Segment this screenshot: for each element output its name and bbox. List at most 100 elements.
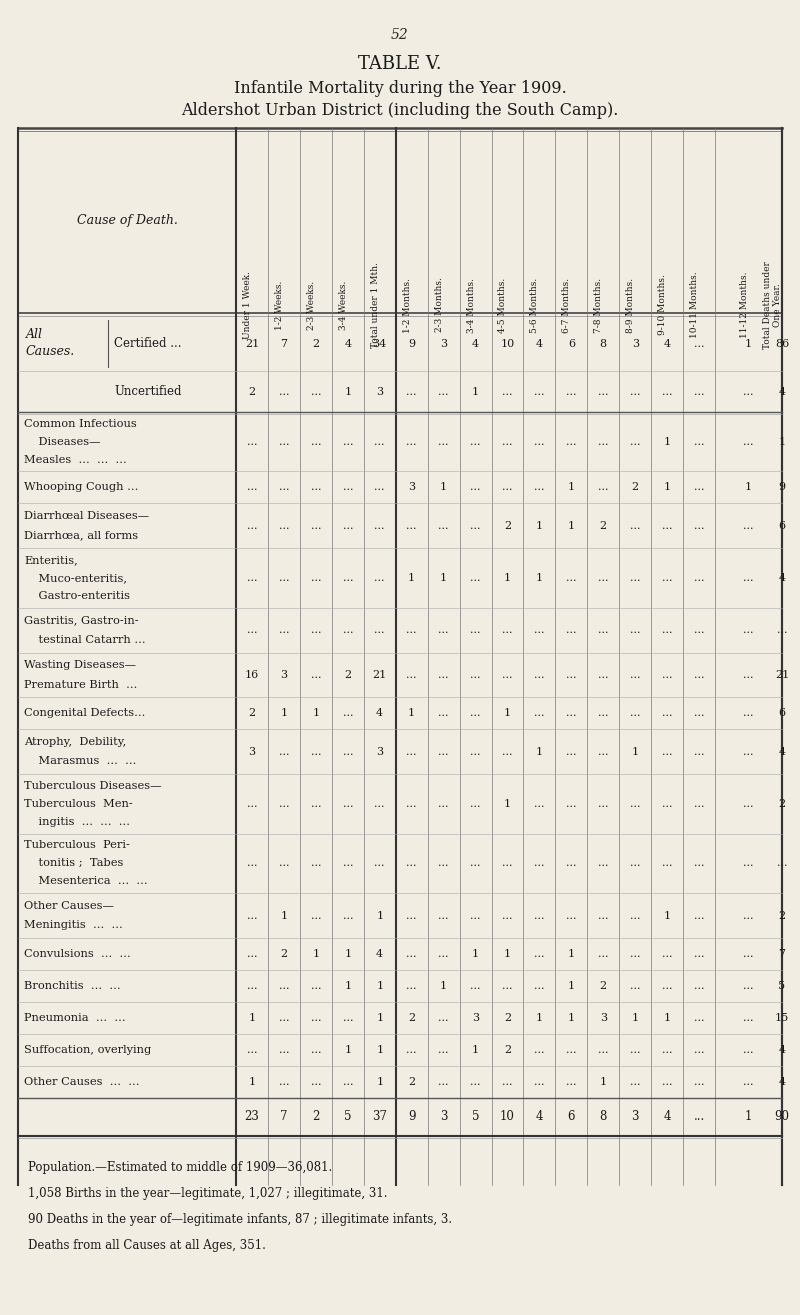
Text: ...: ... (743, 669, 754, 680)
Text: 4: 4 (472, 339, 479, 348)
Text: 3: 3 (631, 1110, 639, 1123)
Text: 1: 1 (663, 437, 670, 447)
Text: ingitis  ...  ...  ...: ingitis ... ... ... (24, 817, 130, 827)
Text: 21: 21 (373, 669, 387, 680)
Text: ...: ... (406, 387, 417, 397)
Text: 1: 1 (344, 981, 351, 990)
Text: ...: ... (278, 798, 289, 809)
Text: ...: ... (246, 798, 258, 809)
Text: ...: ... (342, 910, 353, 920)
Text: 1: 1 (568, 981, 575, 990)
Text: Total under 1 Mth.: Total under 1 Mth. (370, 262, 380, 348)
Text: ...: ... (662, 521, 673, 531)
Text: ...: ... (630, 981, 641, 990)
Text: 15: 15 (775, 1013, 789, 1023)
Text: ...: ... (777, 625, 787, 635)
Text: ...: ... (438, 669, 449, 680)
Text: ...: ... (310, 669, 321, 680)
Text: ...: ... (534, 483, 545, 492)
Text: Cause of Death.: Cause of Death. (77, 214, 178, 227)
Text: ...: ... (630, 1077, 641, 1086)
Text: 1: 1 (472, 387, 479, 397)
Text: 1-2 Months.: 1-2 Months. (402, 277, 412, 333)
Text: ...: ... (278, 573, 289, 583)
Text: ...: ... (662, 1077, 673, 1086)
Text: 3: 3 (600, 1013, 607, 1023)
Text: ...: ... (598, 910, 609, 920)
Text: 3: 3 (632, 339, 638, 348)
Text: ...: ... (598, 437, 609, 447)
Text: ...: ... (694, 1077, 704, 1086)
Text: 1: 1 (536, 747, 543, 756)
Text: 1: 1 (376, 981, 383, 990)
Text: 11-12 Months.: 11-12 Months. (739, 272, 749, 338)
Text: 37: 37 (372, 1110, 387, 1123)
Text: 1: 1 (568, 1013, 575, 1023)
Text: 2-3 Weeks.: 2-3 Weeks. (307, 280, 316, 330)
Text: ...: ... (566, 669, 577, 680)
Text: 1: 1 (440, 573, 447, 583)
Text: ...: ... (630, 625, 641, 635)
Text: 3: 3 (440, 1110, 447, 1123)
Text: 1: 1 (504, 573, 511, 583)
Text: ...: ... (502, 910, 513, 920)
Text: ...: ... (438, 859, 449, 868)
Text: Under 1 Week.: Under 1 Week. (243, 271, 252, 339)
Text: 2: 2 (504, 521, 511, 531)
Text: ...: ... (743, 1077, 754, 1086)
Text: ...: ... (406, 437, 417, 447)
Text: ...: ... (406, 1044, 417, 1055)
Text: ...: ... (566, 437, 577, 447)
Text: ...: ... (246, 437, 258, 447)
Text: 1: 1 (408, 709, 415, 718)
Text: ...: ... (534, 709, 545, 718)
Text: ...: ... (438, 521, 449, 531)
Text: ...: ... (470, 747, 481, 756)
Text: ...: ... (630, 387, 641, 397)
Text: ...: ... (694, 437, 704, 447)
Text: ...: ... (278, 981, 289, 990)
Text: ...: ... (310, 747, 321, 756)
Text: 1: 1 (376, 1044, 383, 1055)
Text: ...: ... (743, 910, 754, 920)
Text: Convulsions  ...  ...: Convulsions ... ... (24, 949, 130, 959)
Text: 4: 4 (344, 339, 351, 348)
Text: ...: ... (438, 625, 449, 635)
Text: 1: 1 (632, 747, 638, 756)
Text: 3-4 Months.: 3-4 Months. (466, 277, 475, 333)
Text: ...: ... (470, 981, 481, 990)
Text: ...: ... (310, 1077, 321, 1086)
Text: ...: ... (438, 387, 449, 397)
Text: ...: ... (502, 387, 513, 397)
Text: Certified ...: Certified ... (114, 337, 182, 350)
Text: ...: ... (502, 483, 513, 492)
Text: ...: ... (374, 859, 385, 868)
Text: ...: ... (598, 1044, 609, 1055)
Text: ...: ... (342, 747, 353, 756)
Text: ...: ... (598, 483, 609, 492)
Text: ...: ... (662, 949, 673, 959)
Text: Infantile Mortality during the Year 1909.: Infantile Mortality during the Year 1909… (234, 80, 566, 97)
Text: ...: ... (342, 437, 353, 447)
Text: 6: 6 (778, 521, 786, 531)
Text: Wasting Diseases—: Wasting Diseases— (24, 660, 136, 671)
Text: ...: ... (743, 437, 754, 447)
Text: Marasmus  ...  ...: Marasmus ... ... (24, 756, 136, 767)
Text: 1: 1 (663, 910, 670, 920)
Text: ...: ... (743, 573, 754, 583)
Text: 2: 2 (632, 483, 638, 492)
Text: ...: ... (743, 949, 754, 959)
Text: ...: ... (470, 910, 481, 920)
Text: Gastro-enteritis: Gastro-enteritis (24, 590, 130, 601)
Text: ...: ... (566, 747, 577, 756)
Text: ...: ... (743, 747, 754, 756)
Text: ...: ... (438, 1077, 449, 1086)
Text: 90: 90 (774, 1110, 790, 1123)
Text: 16: 16 (245, 669, 259, 680)
Text: 1: 1 (745, 483, 752, 492)
Text: ...: ... (374, 798, 385, 809)
Text: ...: ... (374, 437, 385, 447)
Text: Congenital Defects...: Congenital Defects... (24, 709, 146, 718)
Text: ...: ... (662, 981, 673, 990)
Text: ...: ... (630, 709, 641, 718)
